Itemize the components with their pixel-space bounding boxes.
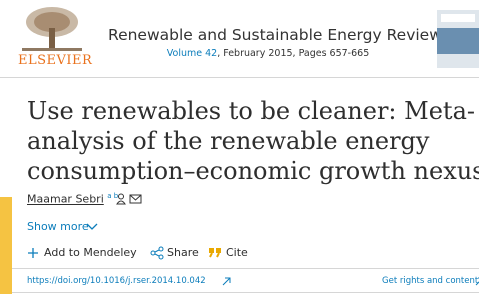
author-name[interactable]: Maamar Sebri (27, 193, 104, 206)
doi-link[interactable]: https://doi.org/10.1016/j.rser.2014.10.0… (27, 276, 206, 286)
issue-info: , February 2015, Pages 657-665 (217, 48, 369, 59)
plus-icon (28, 248, 38, 258)
volume-link[interactable]: Volume 42 (167, 48, 217, 59)
journal-cover[interactable] (437, 10, 479, 68)
doi-divider (12, 268, 479, 269)
journal-title[interactable]: Renewable and Sustainable Energy Reviews (108, 26, 428, 44)
side-accent (0, 197, 12, 294)
author-icons[interactable] (117, 193, 143, 205)
elsevier-tree-logo (18, 4, 86, 54)
publisher-name[interactable]: ELSEVIER (18, 53, 92, 68)
show-more[interactable]: Show more (27, 220, 89, 233)
share-icon (151, 247, 163, 259)
issue-line: Volume 42, February 2015, Pages 657-665 (108, 48, 428, 59)
cite-button[interactable]: Cite (226, 246, 248, 259)
mendeley-button[interactable]: Add to Mendeley (44, 246, 137, 259)
rights-link[interactable]: Get rights and content (382, 276, 478, 286)
bottom-divider (12, 292, 479, 293)
header-divider (0, 77, 479, 78)
external-link-icon (223, 278, 230, 285)
cite-icon (209, 248, 221, 257)
chevron-icon (87, 224, 97, 230)
page: ELSEVIER Renewable and Sustainable Energ… (0, 0, 479, 294)
author-line: Maamar Sebri a b (27, 192, 118, 206)
share-button[interactable]: Share (167, 246, 199, 259)
article-title: Use renewables to be cleaner: Meta-analy… (27, 96, 479, 186)
